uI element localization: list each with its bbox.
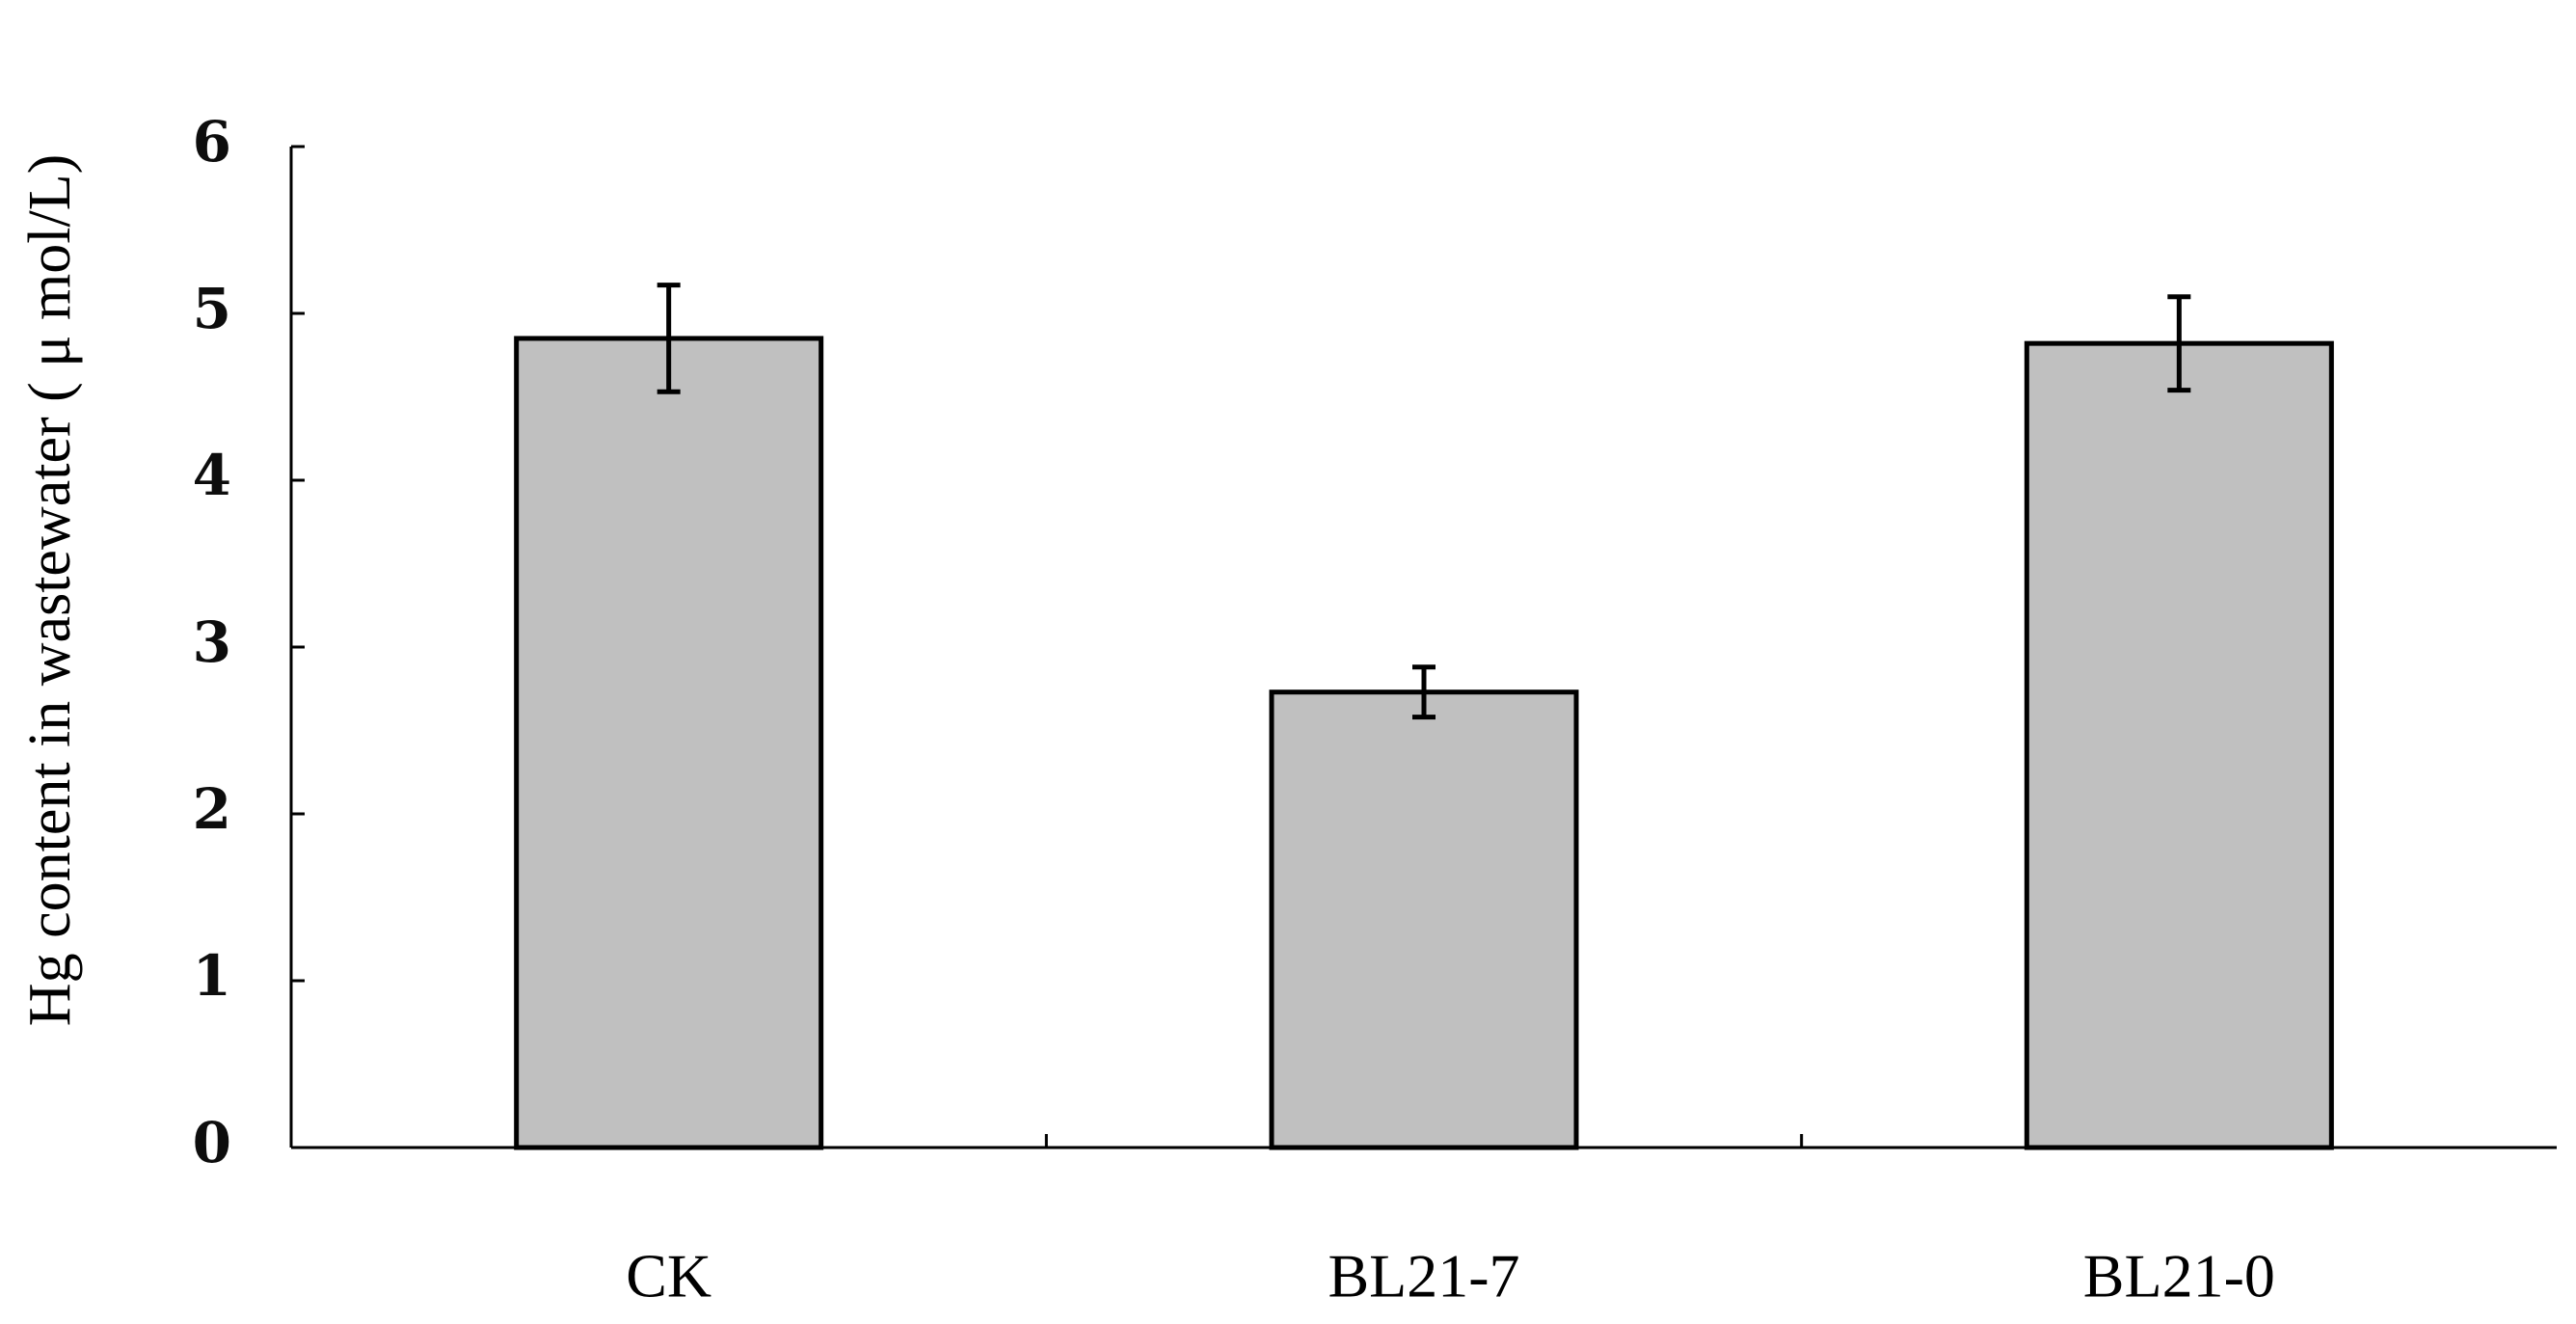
y-axis-title-group: Hg content in wastewater ( μ mol/L): [17, 154, 83, 1026]
y-tick-label: 0: [193, 1110, 231, 1175]
error-bar: [2167, 294, 2191, 393]
bars: [514, 336, 2334, 1150]
error-bar: [657, 283, 681, 394]
bar: [514, 336, 824, 1150]
y-tick-label: 4: [193, 443, 231, 508]
y-tick-label: 5: [193, 276, 231, 341]
y-ticks: 0 1 2 3 4 5 6: [193, 109, 305, 1175]
error-bar: [1412, 664, 1436, 720]
x-tick-label: BL21-7: [1328, 1242, 1519, 1310]
y-tick-label: 6: [193, 109, 231, 175]
bar: [2024, 340, 2334, 1150]
y-axis-title: Hg content in wastewater ( μ mol/L): [17, 154, 83, 1026]
x-ticks: CK BL21-7 BL21-0: [626, 1134, 2275, 1310]
y-tick-label: 3: [193, 609, 231, 675]
bar: [1269, 689, 1579, 1150]
x-tick-label: CK: [626, 1242, 711, 1310]
y-tick-label: 2: [193, 776, 231, 842]
y-tick-label: 1: [193, 943, 231, 1009]
x-tick-label: BL21-0: [2083, 1242, 2275, 1310]
error-bars: [657, 283, 2191, 720]
